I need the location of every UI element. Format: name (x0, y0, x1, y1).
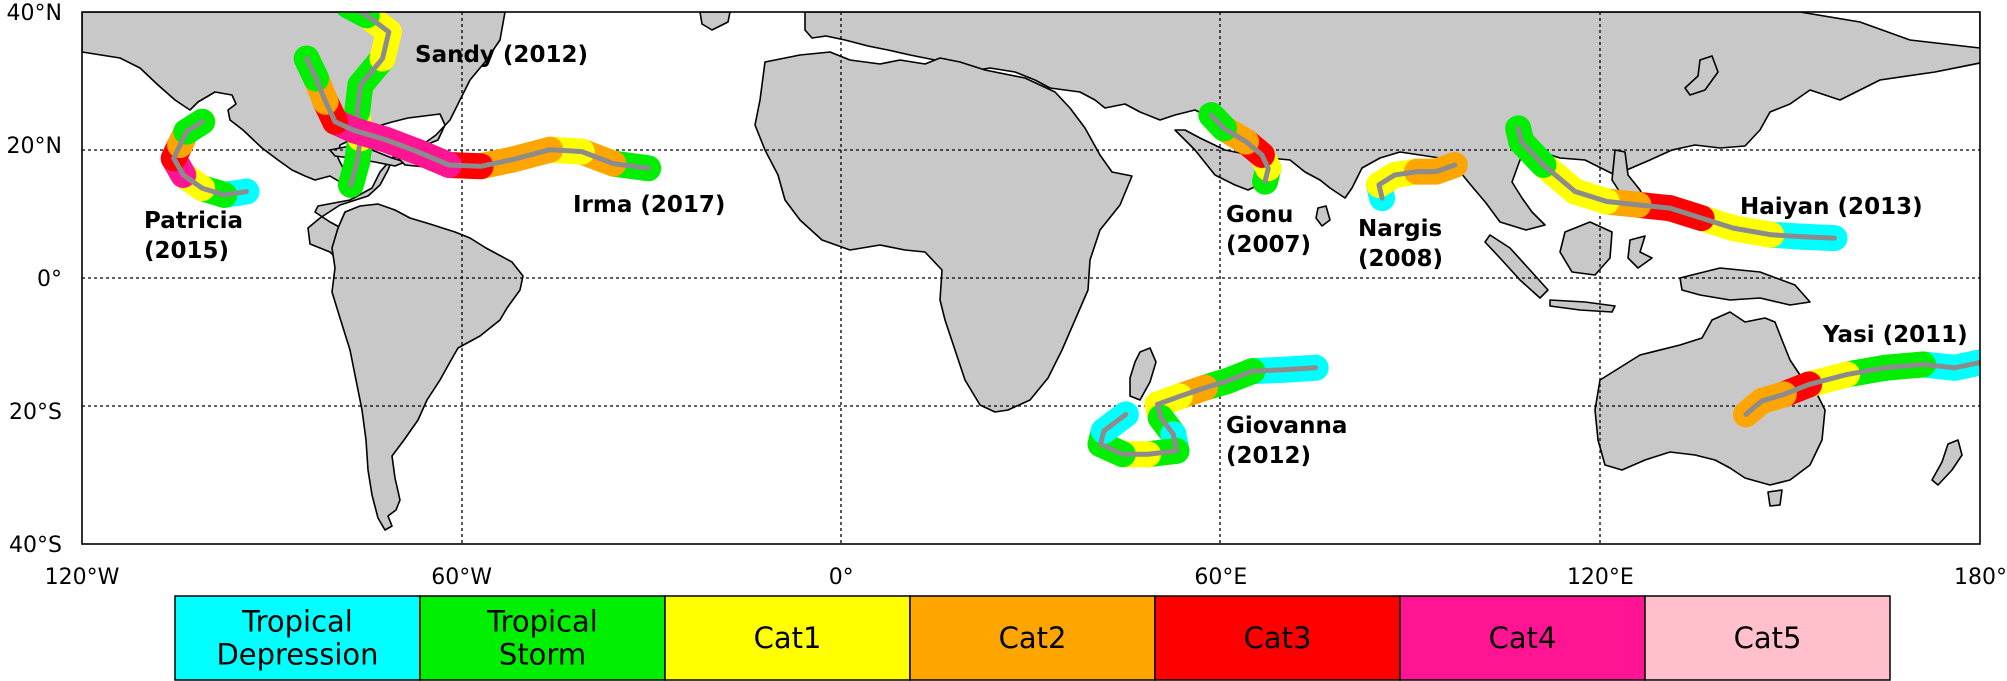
storm-track (1087, 354, 1329, 468)
new-zealand (1931, 439, 1963, 486)
legend-swatch (174, 595, 421, 681)
legend-swatch (419, 595, 666, 681)
track-centerline (171, 119, 249, 198)
track-centerline (1515, 125, 1837, 241)
legend-item: Cat4 (1399, 595, 1646, 681)
lon-tick-label: 60°W (431, 565, 492, 590)
lon-tick-label: 60°E (1194, 565, 1247, 590)
track-centerline (1098, 365, 1319, 457)
greenland (699, 12, 731, 31)
japan (1684, 55, 1719, 96)
madagascar (1129, 347, 1157, 401)
storm-label: Giovanna (1226, 413, 1347, 439)
lon-tick-label: 0° (829, 565, 854, 590)
sumatra (1484, 234, 1549, 299)
legend-label: Tropical (241, 605, 353, 639)
lat-tick-label: 40°N (7, 1, 62, 26)
storm-labels: Sandy (2012) Irma (2017) Patricia (2015) Gon… (144, 42, 1968, 469)
track-centerline (1376, 162, 1458, 201)
storm-label: (2012) (1226, 443, 1311, 469)
borneo (1559, 221, 1613, 276)
storm-label: (2015) (144, 238, 229, 264)
lat-tick-label: 40°S (9, 533, 62, 558)
lon-tick-label: 120°E (1567, 565, 1634, 590)
sri-lanka (1315, 205, 1331, 227)
legend-label: Depression (216, 638, 378, 672)
legend-swatch (664, 595, 911, 681)
legend-label: Cat2 (999, 621, 1067, 655)
australia (1594, 311, 1826, 486)
lon-tick-label: 180° (1954, 565, 2007, 590)
legend-label: Storm (499, 638, 586, 672)
legend-swatch (1154, 595, 1401, 681)
eurasia (804, 12, 1980, 231)
lon-tick-label: 120°W (45, 565, 120, 590)
storm-track (1365, 151, 1468, 212)
storm-label: (2007) (1226, 232, 1311, 258)
tasmania (1767, 489, 1783, 507)
storm-label: (2008) (1358, 246, 1443, 272)
storm-label: Irma (2017) (573, 192, 725, 218)
track-centerline (1208, 112, 1271, 185)
storm-label: Nargis (1358, 216, 1442, 242)
track-centerline (348, 12, 392, 188)
storm-label: Gonu (1226, 202, 1293, 228)
legend-item: Cat5 (1644, 595, 1891, 681)
storm-track (1505, 115, 1848, 252)
legend-swatch (1644, 595, 1891, 681)
storm-label: Patricia (144, 208, 243, 234)
legend-label: Cat5 (1734, 621, 1802, 655)
africa (754, 51, 1133, 413)
track-centerline (1743, 359, 1980, 417)
storm-label: Yasi (2011) (1822, 322, 1968, 348)
legend-item: Cat2 (909, 595, 1156, 681)
lat-tick-label: 20°S (9, 400, 62, 425)
storm-track (160, 108, 260, 208)
legend-label: Tropical (486, 605, 598, 639)
storm-label: Haiyan (2013) (1740, 194, 1923, 220)
sulawesi (1627, 235, 1653, 269)
storm-label: Sandy (2012) (415, 42, 588, 68)
lat-tick-label: 0° (37, 267, 62, 292)
new-guinea (1679, 267, 1811, 306)
storm-track (293, 45, 662, 182)
legend-swatch (1399, 595, 1646, 681)
map-area (82, 12, 1980, 544)
gridlines (82, 12, 1980, 544)
storm-track (1732, 349, 1980, 428)
map-frame (81, 11, 1981, 545)
legend-label: Cat4 (1489, 621, 1557, 655)
south-america (331, 203, 524, 531)
legend-label: Cat1 (754, 621, 822, 655)
legend-item: Cat1 (664, 595, 911, 681)
legend-item: Cat3 (1154, 595, 1401, 681)
lat-tick-label: 20°N (7, 134, 62, 159)
storm-track (1198, 102, 1282, 195)
track-centerline (304, 56, 651, 171)
java (1549, 299, 1616, 313)
axis-labels: 40°N 20°N 0° 20°S 40°S 120°W 60°W 0° 60°E 120°E 18… (7, 1, 2007, 590)
storm-tracks (160, 12, 1980, 468)
land-layer (82, 12, 1980, 531)
legend-label: Cat3 (1244, 621, 1312, 655)
